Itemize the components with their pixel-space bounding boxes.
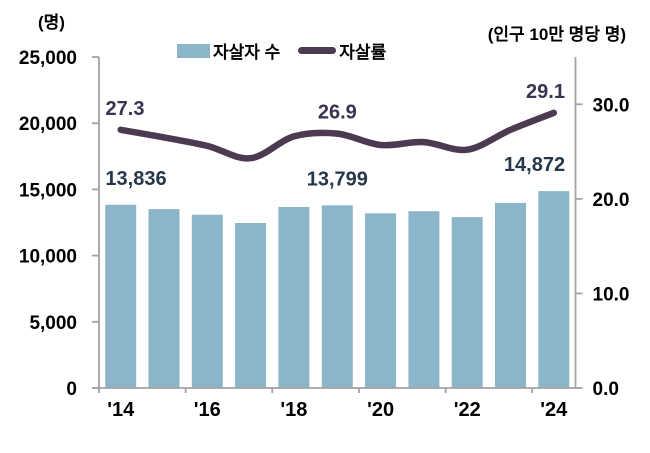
legend-item-suicide-count: 자살자 수 [177, 38, 280, 63]
x-axis-label: '24 [540, 399, 568, 421]
rate-data-label: 29.1 [526, 81, 565, 103]
left-axis-tick-label: 0 [66, 379, 77, 400]
count-data-label: 14,872 [504, 154, 565, 176]
x-axis-label: '16 [194, 399, 221, 421]
left-axis-tick-label: 25,000 [19, 48, 77, 69]
right-axis-tick-label: 20.0 [593, 190, 630, 211]
right-axis-tick-label: 0.0 [593, 379, 619, 400]
bar-'15 [148, 209, 180, 388]
rate-data-label: 26.9 [318, 102, 357, 124]
bar-'21 [408, 211, 440, 388]
x-axis-label: '22 [454, 399, 481, 421]
bar-'22 [451, 217, 483, 388]
legend-label: 자살자 수 [213, 43, 281, 62]
suicide-rate-line [117, 109, 558, 162]
bar-'17 [235, 223, 267, 388]
legend-item-suicide-rate: 자살률 [298, 38, 386, 63]
x-axis-label: '14 [107, 399, 135, 421]
right-axis-tick-label: 30.0 [593, 95, 630, 116]
bar-'16 [191, 214, 223, 388]
x-axis-label: '18 [280, 399, 307, 421]
bar-'24 [538, 191, 570, 388]
legend: 자살자 수 자살률 [177, 38, 386, 63]
bar-series-swatch-icon [177, 43, 210, 58]
count-data-label: 13,836 [105, 168, 166, 190]
bar-'19 [321, 205, 353, 388]
left-axis-tick-label: 20,000 [19, 114, 77, 135]
left-axis-tick-label: 10,000 [19, 247, 77, 268]
bar-'20 [365, 213, 397, 388]
bar-'14 [105, 204, 137, 388]
right-axis-tick-label: 10.0 [593, 284, 630, 305]
count-data-label: 13,799 [307, 168, 368, 190]
x-axis-label: '20 [367, 399, 394, 421]
bar-'18 [278, 207, 310, 388]
rate-data-label: 27.3 [106, 98, 145, 120]
line-series-swatch-icon [298, 47, 337, 54]
bar-'23 [495, 202, 526, 388]
left-axis-tick-label: 5,000 [29, 313, 77, 334]
right-axis-unit-label: (인구 10만 명당 명) [487, 25, 626, 44]
left-axis-tick-label: 15,000 [19, 180, 77, 201]
left-axis-unit-label: (명) [38, 13, 65, 32]
legend-label: 자살률 [339, 43, 387, 62]
